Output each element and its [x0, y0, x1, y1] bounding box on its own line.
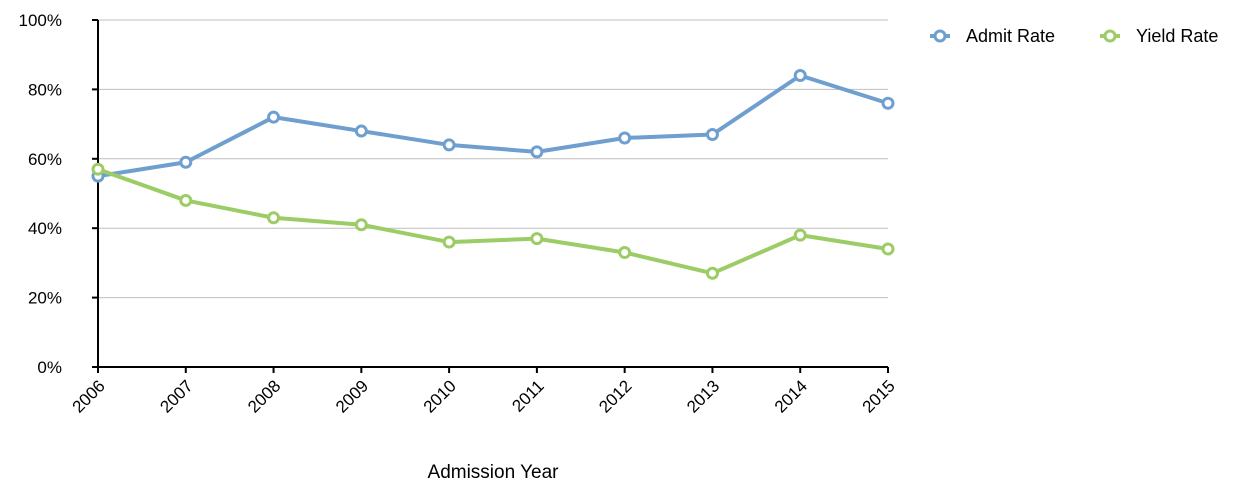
legend-swatch-marker — [933, 29, 947, 43]
x-tick-label: 2012 — [595, 376, 635, 416]
legend-item-yield-rate: Yield Rate — [1100, 26, 1218, 46]
data-point-admit-rate — [267, 110, 281, 124]
data-point-admit-rate — [179, 155, 193, 169]
x-tick-label: 2014 — [771, 376, 811, 416]
x-tick-label: 2007 — [156, 376, 196, 416]
legend-label: Yield Rate — [1136, 26, 1218, 46]
data-point-admit-rate — [618, 131, 632, 145]
legend-label: Admit Rate — [966, 26, 1055, 46]
series-yield-rate — [91, 162, 895, 280]
data-point-yield-rate — [705, 266, 719, 280]
data-point-yield-rate — [881, 242, 895, 256]
data-point-admit-rate — [530, 145, 544, 159]
y-tick-label: 20% — [28, 289, 62, 308]
series-lines — [91, 69, 895, 280]
series-line-yield-rate — [96, 167, 890, 276]
y-tick-label: 0% — [37, 358, 62, 377]
y-tick-label: 100% — [19, 11, 62, 30]
x-tick-label: 2011 — [508, 376, 547, 415]
data-point-yield-rate — [267, 211, 281, 225]
data-point-yield-rate — [530, 232, 544, 246]
y-tick-label: 60% — [28, 150, 62, 169]
legend-item-admit-rate: Admit Rate — [930, 26, 1055, 46]
data-point-admit-rate — [793, 69, 807, 83]
y-tick-label: 80% — [28, 80, 62, 99]
x-tick-label: 2013 — [683, 376, 723, 416]
data-point-yield-rate — [91, 162, 105, 176]
y-tick-labels: 0% 20% 40% 60% 80% 100% — [19, 11, 62, 377]
x-tick-label: 2015 — [859, 376, 899, 416]
data-point-yield-rate — [793, 228, 807, 242]
axes — [92, 19, 889, 373]
data-point-admit-rate — [881, 96, 895, 110]
data-point-yield-rate — [618, 245, 632, 259]
x-axis-title: Admission Year — [428, 462, 560, 483]
x-tick-label: 2008 — [244, 376, 284, 416]
data-point-admit-rate — [442, 138, 456, 152]
data-point-admit-rate — [354, 124, 368, 138]
gridlines — [98, 19, 888, 299]
y-tick-label: 40% — [28, 219, 62, 238]
legend: Admit Rate Yield Rate — [930, 26, 1218, 46]
data-point-yield-rate — [354, 218, 368, 232]
data-point-yield-rate — [442, 235, 456, 249]
x-tick-label: 2006 — [69, 376, 109, 416]
data-point-admit-rate — [705, 128, 719, 142]
x-tick-labels: 2006 2007 2008 2009 2010 2011 2012 2013 2014 2015 — [69, 376, 899, 416]
series-admit-rate — [91, 69, 895, 183]
series-line-admit-rate — [96, 73, 890, 179]
x-tick-label: 2009 — [332, 376, 372, 416]
legend-swatch-marker — [1103, 29, 1117, 43]
data-point-yield-rate — [179, 193, 193, 207]
x-tick-label: 2010 — [420, 376, 460, 416]
